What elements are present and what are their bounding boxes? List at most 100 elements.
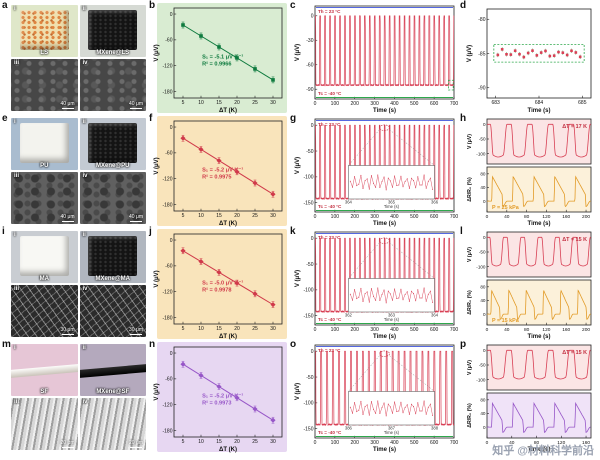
sem-image-sf: iii 20 μm: [11, 398, 78, 450]
svg-text:0: 0: [311, 14, 314, 20]
svg-text:10: 10: [198, 213, 204, 219]
svg-text:120: 120: [542, 327, 550, 333]
svg-text:5: 5: [182, 100, 185, 106]
svg-text:P = 25 kPa: P = 25 kPa: [492, 205, 520, 211]
svg-text:V (μV): V (μV): [154, 157, 160, 174]
panel-i: i i MA ii MXene@MA iii 30 μm iv 30 μm: [2, 226, 147, 340]
svg-text:-100: -100: [303, 288, 313, 294]
svg-text:500: 500: [410, 101, 419, 107]
panel-a: a i LS ii MXene@LS iii 40 μm iv 40 μm: [2, 0, 147, 114]
svg-text:-100: -100: [476, 377, 486, 382]
panel-k: k 0 100 200 300 400 500 600 700 0 -50 -100 -150 Time…: [290, 226, 458, 340]
svg-text:200: 200: [351, 101, 360, 107]
svg-text:-50: -50: [479, 363, 486, 368]
subpanel-tag: iv: [82, 286, 88, 292]
svg-text:V (μV): V (μV): [467, 45, 473, 62]
panel-o: o 0 100 200 300 400 500 600 700 0 -50 -100 -150 Time…: [290, 339, 458, 453]
svg-text:40: 40: [480, 185, 486, 190]
svg-text:0: 0: [486, 327, 489, 333]
svg-text:ΔT (K): ΔT (K): [219, 221, 237, 227]
chart-zoom-ls: 683 684 685 -80 -85 -90 Time (s) V (μV): [467, 8, 592, 114]
svg-text:30: 30: [270, 439, 276, 445]
svg-text:ΔT (K): ΔT (K): [219, 108, 237, 114]
photo-pu: i PU: [11, 118, 78, 170]
svg-text:ΔR/R₀ (%): ΔR/R₀ (%): [467, 177, 473, 202]
svg-text:30: 30: [270, 100, 276, 106]
svg-text:P = 15 kPa: P = 15 kPa: [492, 318, 520, 324]
svg-text:25: 25: [252, 326, 258, 332]
svg-text:Time (s): Time (s): [373, 221, 396, 227]
svg-text:0: 0: [311, 123, 314, 129]
panel-c: c 0 100 200 300 400 500 600 700 0 -30 -60 -90 Time (…: [290, 0, 458, 114]
scale-line: [61, 220, 74, 222]
svg-text:388: 388: [431, 425, 439, 430]
scale-text: 40 μm: [129, 213, 143, 220]
panel-label-l: l: [460, 226, 463, 237]
svg-text:685: 685: [578, 100, 587, 106]
svg-text:362: 362: [345, 312, 353, 317]
svg-text:5: 5: [182, 439, 185, 445]
panel-label-e: e: [2, 113, 8, 124]
photo-mxene-sf: ii MXene@SF: [79, 344, 146, 396]
svg-text:366: 366: [431, 199, 439, 204]
svg-text:500: 500: [410, 327, 419, 333]
svg-text:0: 0: [314, 440, 317, 446]
svg-text:387: 387: [388, 425, 396, 430]
svg-text:40: 40: [504, 327, 510, 333]
scale-bar: 40 μm: [61, 101, 75, 109]
svg-text:Time (s): Time (s): [373, 334, 396, 340]
svg-text:15: 15: [216, 326, 222, 332]
ls-sponge: [19, 10, 69, 50]
panel-label-o: o: [290, 339, 297, 350]
svg-text:500: 500: [410, 214, 419, 220]
scale-line: [130, 220, 142, 222]
panel-n: n 5 10 15 20 25 30 0 -60 -120 -180 ΔT (K) V (μV) S₁ …: [149, 339, 288, 453]
svg-text:120: 120: [557, 440, 565, 446]
svg-text:0: 0: [314, 327, 317, 333]
svg-text:25: 25: [252, 439, 258, 445]
svg-text:-85: -85: [478, 51, 485, 57]
sample-name: MXene@SF: [96, 389, 130, 395]
sem-image-ma: iii 30 μm: [11, 285, 78, 337]
svg-text:-120: -120: [162, 290, 172, 296]
svg-text:0: 0: [170, 238, 173, 244]
svg-text:400: 400: [390, 101, 399, 107]
svg-text:500: 500: [410, 440, 419, 446]
svg-text:-120: -120: [162, 64, 172, 70]
panel-p: p 0 -50 -100 V (μV) ΔT = 15 K 0 40 80 ΔR/R₀ (%) 0…: [460, 339, 596, 453]
svg-text:Tc = -40 °C: Tc = -40 °C: [318, 91, 342, 96]
svg-text:0: 0: [483, 235, 486, 240]
svg-text:0: 0: [311, 236, 314, 242]
sample-name: PU: [40, 163, 49, 169]
panel-label-b: b: [149, 0, 156, 11]
scale-bar: 20 μm: [61, 440, 75, 448]
svg-text:300: 300: [370, 327, 379, 333]
svg-text:300: 300: [370, 214, 379, 220]
panel-b: b 5 10 15 20 25 30 0 -60 -120 -180 ΔT (K) V (μV) S₁ …: [149, 0, 288, 114]
panel-l: l 0 -50 -100 V (μV) ΔT = 15 K 0 40 80 ΔR/R₀ (%) P…: [460, 226, 596, 340]
sem-image-mxene-pu: iv 40 μm: [79, 172, 146, 224]
svg-text:-60: -60: [306, 63, 313, 69]
svg-text:-150: -150: [303, 201, 313, 207]
svg-text:ΔR/R₀ (%): ΔR/R₀ (%): [467, 403, 473, 428]
svg-text:ΔT (K): ΔT (K): [219, 447, 237, 453]
svg-text:-30: -30: [306, 38, 313, 44]
photo-mxene-ma: ii MXene@MA: [79, 231, 146, 283]
panel-label-f: f: [149, 113, 153, 124]
svg-text:80: 80: [480, 285, 486, 290]
panel-d: d 683 684 685 -80 -85 -90 Time (s) V (μV): [460, 0, 596, 114]
subpanel-tag: ii: [82, 119, 86, 125]
sf-fiber: [11, 363, 78, 379]
panel-label-j: j: [149, 226, 152, 237]
svg-text:80: 80: [534, 440, 540, 446]
photo-grid-ls: i LS ii MXene@LS iii 40 μm iv 40 μm: [11, 5, 146, 111]
svg-text:386: 386: [345, 425, 353, 430]
svg-text:S₁ = -5.1 μV K⁻¹: S₁ = -5.1 μV K⁻¹: [202, 53, 243, 60]
panel-label-i: i: [2, 226, 5, 237]
svg-text:-60: -60: [165, 377, 172, 383]
chart-cycling-sf: 0 100 200 300 400 500 600 700 0 -50 -100 -150 Time (…: [295, 344, 458, 453]
chart-seebeck-pu: 5 10 15 20 25 30 0 -60 -120 -180 ΔT (K) V (μV) S₁ = …: [154, 116, 287, 227]
panel-label-c: c: [290, 0, 296, 11]
subpanel-tag: i: [14, 345, 16, 351]
